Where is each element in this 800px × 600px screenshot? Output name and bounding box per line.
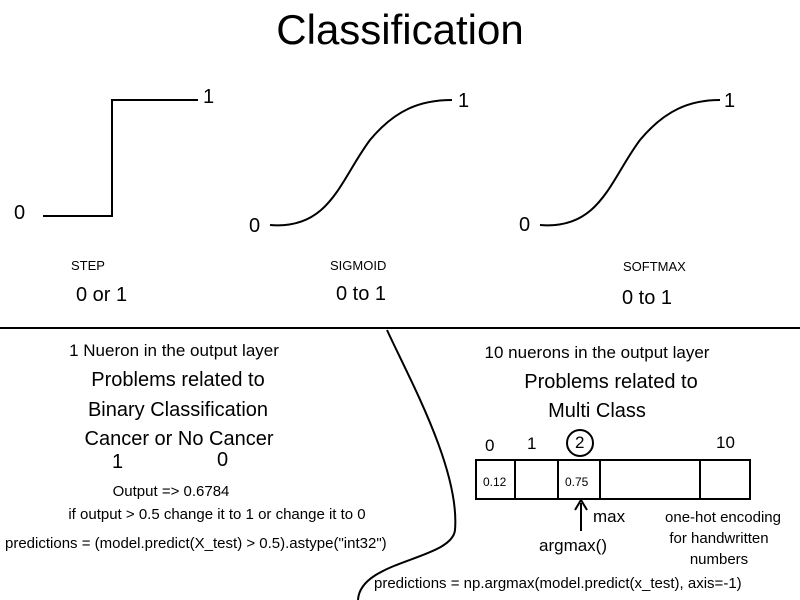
sigmoid-low-label: 0 [249,215,261,237]
selected-index-circle [566,429,594,457]
argmax-label: argmax() [539,536,608,555]
multiclass-problem-line1: Problems related to [524,371,698,393]
binary-heading: 1 Nueron in the output layer [69,341,279,360]
sigmoid-curve [269,99,453,227]
index-label: 10 [716,433,735,452]
index-label: 2 [575,433,585,452]
binary-code: predictions = (model.predict(X_test) > 0… [5,535,387,552]
softmax-range: 0 to 1 [622,287,673,309]
sigmoid-high-label: 1 [458,90,470,112]
binary-problem-line1: Problems related to [91,369,265,391]
binary-rule: if output > 0.5 change it to 1 or change… [68,506,366,523]
binary-classes: Cancer or No Cancer [84,428,274,450]
step-range: 0 or 1 [76,284,128,306]
softmax-low-label: 0 [519,214,531,236]
page-title: Classification [276,6,524,53]
argmax-arrowhead [574,498,588,511]
binary-output: Output => 0.6784 [112,483,230,500]
multiclass-code: predictions = np.argmax(model.predict(x_… [374,575,742,592]
step-name: STEP [71,258,105,273]
binary-class-value-2: 0 [217,449,229,471]
max-label: max [593,507,626,526]
index-label: 1 [527,434,537,453]
binary-class-value-1: 1 [112,451,124,473]
sigmoid-name: SIGMOID [330,258,387,273]
step-high-label: 1 [203,86,215,108]
step-curve [43,99,198,217]
softmax-high-label: 1 [724,90,736,112]
softmax-curve [539,99,721,227]
binary-problem-line2: Binary Classification [87,399,269,421]
column-separator [357,329,457,600]
multiclass-heading: 10 nuerons in the output layer [484,343,710,362]
array-cell-value: 0.12 [483,475,507,489]
array-cell-value: 0.75 [565,475,589,489]
multiclass-problem-line2: Multi Class [548,400,646,422]
output-array [475,459,751,500]
index-label: 0 [485,436,495,455]
onehot-line3: numbers [689,551,749,568]
softmax-name: SOFTMAX [623,259,686,274]
onehot-line2: for handwritten [669,530,769,547]
onehot-line1: one-hot encoding [665,509,781,526]
sigmoid-range: 0 to 1 [336,283,387,305]
step-low-label: 0 [14,202,26,224]
